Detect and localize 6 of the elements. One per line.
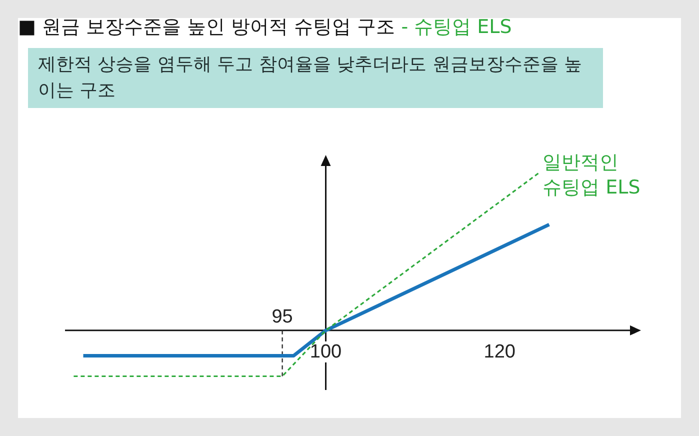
series-label: 일반적인 슈팅업 ELS: [542, 151, 640, 198]
chart-subtitle: 제한적 상승을 염두해 두고 참여율을 낮추더라도 원금보장수준을 높이는 구조: [28, 48, 603, 108]
ref-line-label: 95: [272, 306, 293, 328]
x-tick-label: 120: [484, 341, 516, 362]
chart-title: ■ 원금 보장수준을 높인 방어적 슈팅업 구조 - 슈팅업 ELS: [18, 16, 512, 38]
x-tick-label: 100: [310, 341, 342, 362]
